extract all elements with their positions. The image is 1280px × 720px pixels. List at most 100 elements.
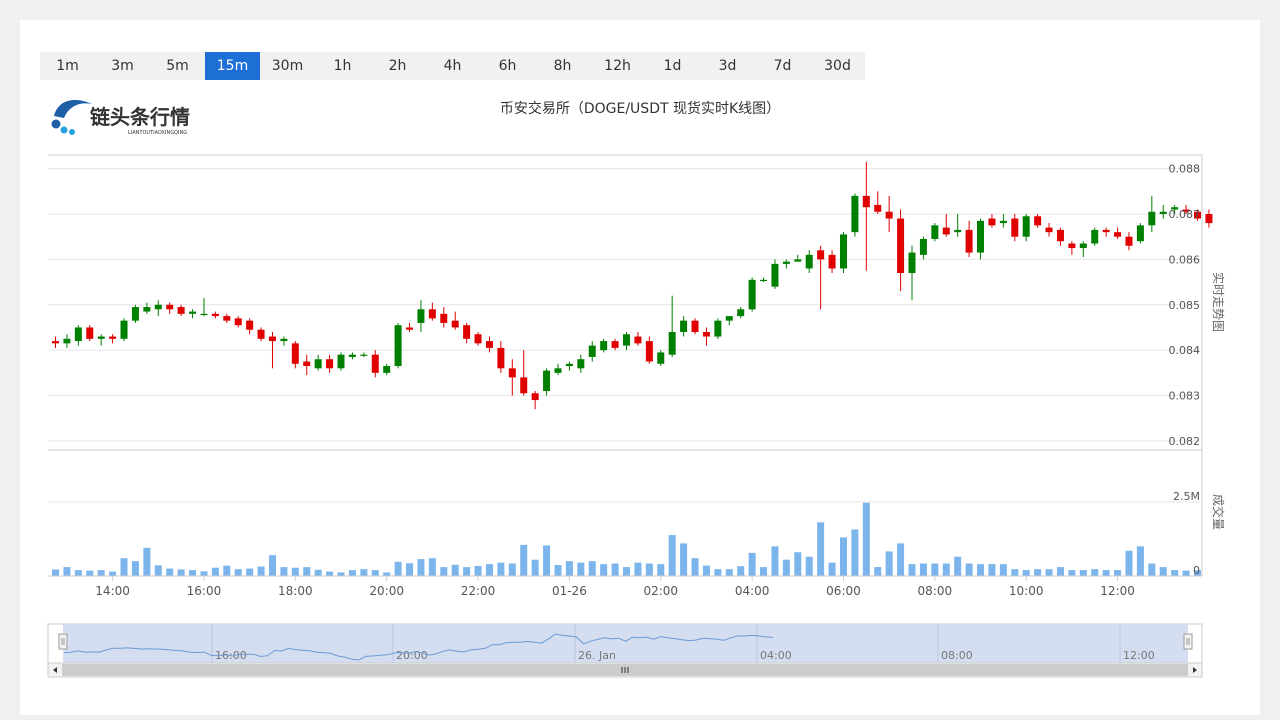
- scroll-right-icon[interactable]: [1193, 667, 1197, 673]
- candle: [154, 300, 162, 317]
- volume-bar: [668, 535, 676, 576]
- volume-bar: [394, 561, 402, 576]
- price-tick-label: 0.085: [1169, 299, 1201, 312]
- volume-bar: [965, 563, 973, 576]
- candle: [1148, 195, 1156, 233]
- candle: [360, 352, 368, 357]
- candle: [1182, 204, 1190, 214]
- volume-bar: [268, 555, 276, 576]
- time-tick-label: 06:00: [826, 584, 861, 598]
- interval-tab-3m[interactable]: 3m: [111, 58, 134, 74]
- volume-bar: [1194, 570, 1201, 576]
- interval-tab-1h[interactable]: 1h: [333, 58, 352, 74]
- volume-bar: [97, 570, 105, 576]
- volume-bar: [52, 569, 59, 576]
- navigator-handle[interactable]: [1183, 633, 1193, 650]
- volume-bar: [406, 563, 414, 576]
- interval-tab-3d[interactable]: 3d: [718, 58, 737, 74]
- volume-bar: [1068, 570, 1076, 576]
- volume-bar: [737, 566, 745, 576]
- volume-bar: [520, 544, 528, 576]
- candle: [508, 359, 516, 396]
- interval-tab-6h[interactable]: 6h: [498, 58, 517, 74]
- volume-bar: [565, 561, 573, 576]
- candle: [577, 354, 585, 373]
- navigator-time-label: 20:00: [396, 649, 428, 662]
- interval-tab-5m[interactable]: 5m: [166, 58, 189, 74]
- volume-bar: [131, 561, 139, 576]
- candle: [394, 322, 402, 369]
- volume-bar: [634, 562, 642, 576]
- volume-bar: [1159, 567, 1167, 576]
- candle: [737, 307, 745, 319]
- candle: [634, 332, 642, 346]
- interval-tab-8h[interactable]: 8h: [553, 58, 572, 74]
- scroll-left-icon[interactable]: [53, 667, 57, 673]
- candle: [246, 318, 254, 335]
- candle: [1091, 227, 1099, 246]
- candle: [451, 311, 459, 330]
- volume-tick-label: 2.5M: [1173, 490, 1200, 503]
- time-tick-label: 04:00: [735, 584, 770, 598]
- interval-tab-2h[interactable]: 2h: [388, 58, 407, 74]
- navigator-scrollbar[interactable]: [47, 662, 1203, 678]
- volume-bar: [463, 567, 471, 576]
- candle: [691, 318, 699, 335]
- candle: [977, 218, 985, 260]
- time-tick-label: 16:00: [187, 584, 222, 598]
- candle: [862, 161, 870, 271]
- volume-bar: [839, 537, 847, 576]
- volume-bar: [977, 564, 985, 576]
- candle: [839, 232, 847, 273]
- volume-bar: [246, 568, 254, 576]
- volume-bar: [919, 563, 927, 576]
- time-tick-label: 08:00: [918, 584, 953, 598]
- price-axis-label: 实时走势图: [1211, 272, 1226, 332]
- navigator-handle[interactable]: [58, 633, 68, 650]
- interval-tab-15m[interactable]: 15m: [205, 52, 260, 80]
- volume-bar: [588, 561, 596, 576]
- candle: [942, 214, 950, 237]
- candle: [211, 311, 219, 319]
- volume-bar: [497, 562, 505, 576]
- volume-tick-label: 0: [1193, 564, 1200, 577]
- candle: [1011, 214, 1019, 242]
- candle: [1171, 204, 1179, 214]
- volume-bar: [623, 567, 630, 576]
- price-tick-label: 0.082: [1169, 435, 1201, 448]
- logo-subtext: LIANTOUTIAOXINGQING: [128, 130, 187, 136]
- candle: [383, 363, 391, 376]
- interval-tab-12h[interactable]: 12h: [604, 58, 631, 74]
- volume-bar: [782, 559, 790, 576]
- volume-bar: [223, 565, 231, 576]
- volume-bar: [657, 564, 665, 576]
- price-tick-label: 0.084: [1169, 344, 1201, 357]
- candle: [531, 391, 539, 410]
- interval-tab-7d[interactable]: 7d: [773, 58, 792, 74]
- interval-tab-30d[interactable]: 30d: [824, 58, 851, 74]
- volume-bar: [611, 563, 619, 576]
- candle: [919, 236, 927, 260]
- price-tick-label: 0.083: [1169, 390, 1201, 403]
- candle: [1056, 227, 1064, 246]
- interval-tab-4h[interactable]: 4h: [443, 58, 462, 74]
- volume-bar: [771, 546, 779, 576]
- candle: [1034, 214, 1042, 228]
- time-tick-label: 01-26: [552, 584, 587, 598]
- interval-tab-1m[interactable]: 1m: [56, 58, 79, 74]
- interval-tab-1d[interactable]: 1d: [663, 58, 682, 74]
- chart-title: 币安交易所（DOGE/USDT 现货实时K线图）: [499, 101, 781, 117]
- navigator-selection[interactable]: [63, 624, 1188, 663]
- interval-tabs: 1m 3m 5m 15m 30m 1h 2h 4h 6h 8h 12h 1d 3d 7d 30d: [40, 52, 865, 80]
- candle: [1045, 223, 1053, 237]
- interval-tab-30m[interactable]: 30m: [271, 58, 304, 74]
- candle: [1079, 241, 1087, 258]
- candle: [680, 316, 688, 337]
- volume-bar: [760, 567, 768, 576]
- volume-bar: [1182, 570, 1190, 576]
- candle: [280, 336, 288, 346]
- volume-bar: [554, 565, 562, 576]
- candle: [474, 332, 482, 346]
- volume-bar: [748, 552, 756, 576]
